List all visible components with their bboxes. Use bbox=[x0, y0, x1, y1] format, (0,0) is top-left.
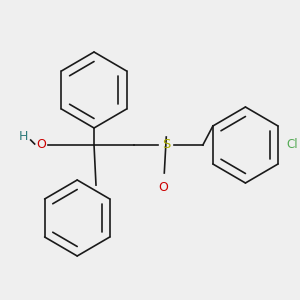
Text: O: O bbox=[37, 139, 46, 152]
Text: O: O bbox=[158, 181, 168, 194]
Text: H: H bbox=[19, 130, 28, 143]
Text: Cl: Cl bbox=[286, 139, 298, 152]
Text: S: S bbox=[162, 139, 170, 152]
